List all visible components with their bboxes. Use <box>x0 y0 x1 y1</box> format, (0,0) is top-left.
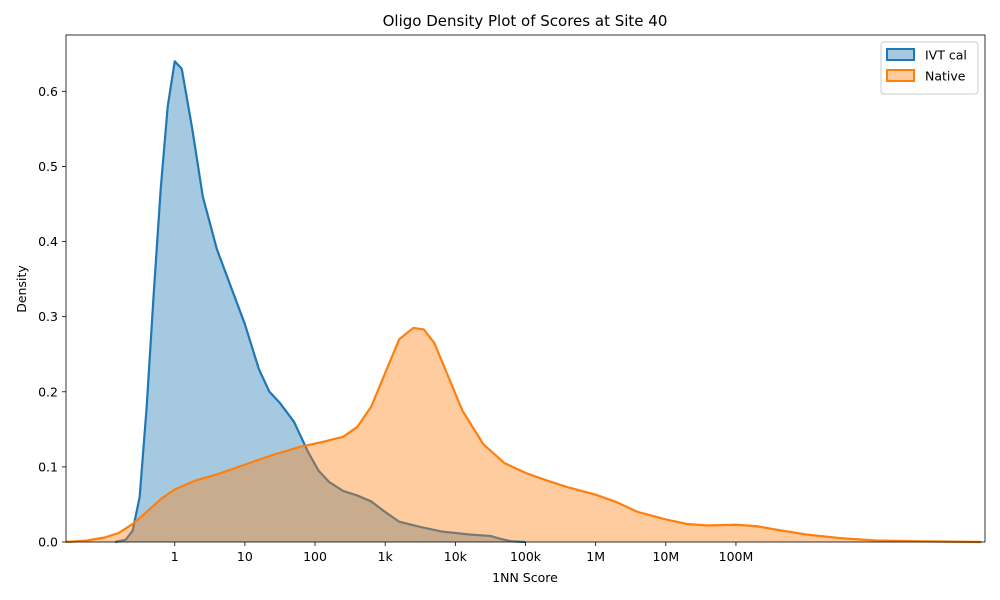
x-tick-label: 10 <box>237 549 253 564</box>
y-tick-label: 0.3 <box>38 309 58 324</box>
density-line-ivt-cal <box>114 60 526 544</box>
legend-swatch <box>886 48 915 61</box>
x-axis-label: 1NN Score <box>492 570 558 585</box>
x-tick-label: 10M <box>652 549 679 564</box>
y-tick-label: 0.1 <box>38 459 58 474</box>
y-axis: 0.0 0.1 0.2 0.3 0.4 0.5 0.6 <box>38 84 66 550</box>
x-tick-label: 1 <box>171 549 179 564</box>
legend-swatch <box>886 69 915 82</box>
x-axis: 1 10 100 1k 10k 100k 1M 10M 100M <box>171 542 754 564</box>
x-tick-label: 10k <box>444 549 468 564</box>
density-area-native <box>66 327 982 542</box>
plot-frame <box>65 34 986 543</box>
y-tick-label: 0.5 <box>38 159 58 174</box>
x-tick-label: 100k <box>510 549 542 564</box>
y-tick-label: 0.4 <box>38 234 58 249</box>
density-line-native <box>65 326 982 544</box>
y-tick-label: 0.2 <box>38 384 58 399</box>
x-tick-label: 100M <box>719 549 754 564</box>
legend-label: Native <box>925 69 966 84</box>
plot-area <box>65 60 982 544</box>
chart-title: Oligo Density Plot of Scores at Site 40 <box>383 12 668 30</box>
y-tick-label: 0.0 <box>38 535 58 550</box>
x-tick-label: 1M <box>586 549 605 564</box>
legend: IVT cal Native <box>880 41 979 95</box>
legend-label: IVT cal <box>925 48 967 63</box>
x-tick-label: 1k <box>378 549 394 564</box>
x-tick-label: 100 <box>303 549 327 564</box>
density-area-ivt-cal <box>115 61 526 542</box>
y-tick-label: 0.6 <box>38 84 58 99</box>
y-axis-label: Density <box>14 265 29 313</box>
